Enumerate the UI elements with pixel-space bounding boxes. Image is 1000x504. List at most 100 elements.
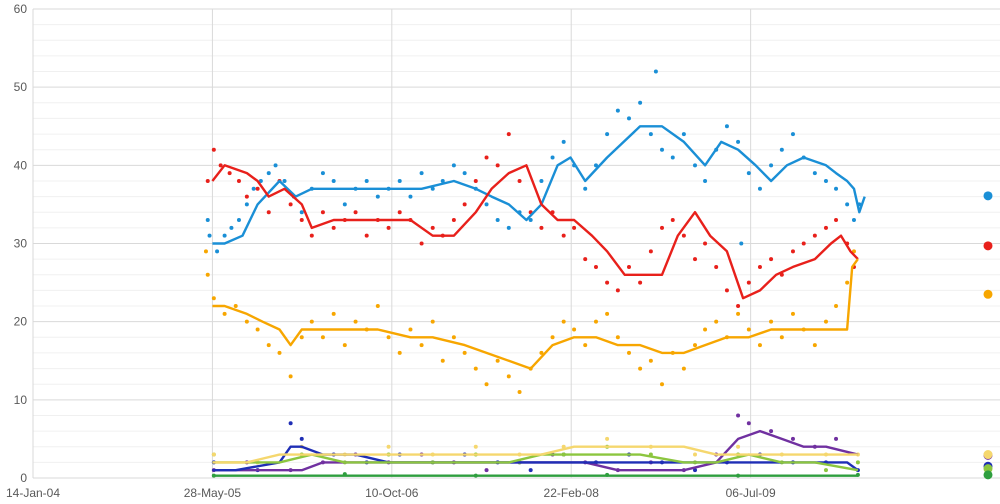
poll-point xyxy=(528,468,533,473)
poll-point xyxy=(790,132,795,137)
poll-point xyxy=(769,163,774,168)
y-tick-label: 20 xyxy=(14,315,28,329)
poll-point xyxy=(539,350,544,355)
poll-point xyxy=(593,264,598,269)
poll-point xyxy=(693,452,698,457)
poll-point xyxy=(299,210,304,215)
poll-point xyxy=(605,436,610,441)
poll-point xyxy=(746,421,751,426)
poll-point xyxy=(593,163,598,168)
poll-point xyxy=(823,225,828,230)
poll-point xyxy=(451,163,456,168)
poll-point xyxy=(851,218,856,223)
poll-point xyxy=(440,178,445,183)
poll-point xyxy=(653,69,658,74)
latest-value-marker xyxy=(983,450,993,460)
poll-point xyxy=(615,108,620,113)
poll-point xyxy=(375,304,380,309)
poll-point xyxy=(244,202,249,207)
poll-point xyxy=(681,366,686,371)
poll-point xyxy=(736,444,741,449)
poll-point xyxy=(331,225,336,230)
poll-point xyxy=(561,139,566,144)
poll-point xyxy=(207,233,212,238)
poll-point xyxy=(769,319,774,324)
y-tick-label: 30 xyxy=(14,237,28,251)
poll-point xyxy=(834,436,839,441)
latest-value-marker xyxy=(983,191,993,201)
y-tick-label: 50 xyxy=(14,80,28,94)
poll-point xyxy=(484,382,489,387)
poll-point xyxy=(299,218,304,223)
poll-point xyxy=(386,444,391,449)
poll-point xyxy=(495,218,500,223)
x-tick-label: 10-Oct-06 xyxy=(365,486,419,500)
poll-point xyxy=(757,186,762,191)
poll-point xyxy=(375,194,380,199)
trend-lines-layer xyxy=(211,125,866,477)
poll-point xyxy=(812,233,817,238)
poll-point xyxy=(790,436,795,441)
x-tick-label: 06-Jul-09 xyxy=(726,486,776,500)
poll-point xyxy=(506,132,511,137)
trend-line xyxy=(212,453,859,472)
poll-point xyxy=(451,335,456,340)
poll-point xyxy=(779,335,784,340)
poll-point xyxy=(648,249,653,254)
poll-point xyxy=(342,202,347,207)
poll-point xyxy=(670,155,675,160)
poll-point xyxy=(681,132,686,137)
poll-point xyxy=(724,124,729,129)
poll-point xyxy=(251,186,256,191)
poll-point xyxy=(255,327,260,332)
poll-point xyxy=(320,210,325,215)
poll-point xyxy=(364,178,369,183)
poll-point xyxy=(550,335,555,340)
poll-point xyxy=(440,358,445,363)
poll-point xyxy=(288,421,293,426)
poll-point xyxy=(855,460,860,465)
poll-point xyxy=(203,249,208,254)
grid-layer xyxy=(32,8,1000,479)
poll-point xyxy=(236,218,241,223)
poll-point xyxy=(659,147,664,152)
poll-point xyxy=(506,374,511,379)
trend-line xyxy=(212,258,859,370)
poll-point xyxy=(845,280,850,285)
poll-point xyxy=(757,264,762,269)
poll-point xyxy=(320,335,325,340)
poll-point xyxy=(288,202,293,207)
poll-point xyxy=(615,288,620,293)
poll-point xyxy=(258,178,263,183)
poll-point xyxy=(746,280,751,285)
poll-point xyxy=(638,280,643,285)
poll-point xyxy=(342,343,347,348)
poll-point xyxy=(561,233,566,238)
poll-point xyxy=(583,257,588,262)
poll-point xyxy=(736,413,741,418)
poll-point xyxy=(539,225,544,230)
poll-point xyxy=(845,202,850,207)
poll-point xyxy=(205,218,210,223)
poll-point xyxy=(693,468,698,473)
poll-point xyxy=(309,319,314,324)
poll-point xyxy=(236,178,241,183)
poll-point xyxy=(353,319,358,324)
poll-point xyxy=(517,178,522,183)
poll-point xyxy=(528,218,533,223)
trend-line xyxy=(212,445,858,464)
poll-point xyxy=(572,327,577,332)
poll-point xyxy=(626,350,631,355)
poll-point xyxy=(615,335,620,340)
poll-point xyxy=(227,171,232,176)
poll-point xyxy=(561,444,566,449)
poll-point xyxy=(397,350,402,355)
y-tick-label: 40 xyxy=(14,158,28,172)
poll-point xyxy=(823,178,828,183)
poll-point xyxy=(790,311,795,316)
poll-point xyxy=(277,350,282,355)
poll-point xyxy=(550,155,555,160)
poll-point xyxy=(211,296,216,301)
poll-point xyxy=(299,436,304,441)
poll-point xyxy=(353,210,358,215)
